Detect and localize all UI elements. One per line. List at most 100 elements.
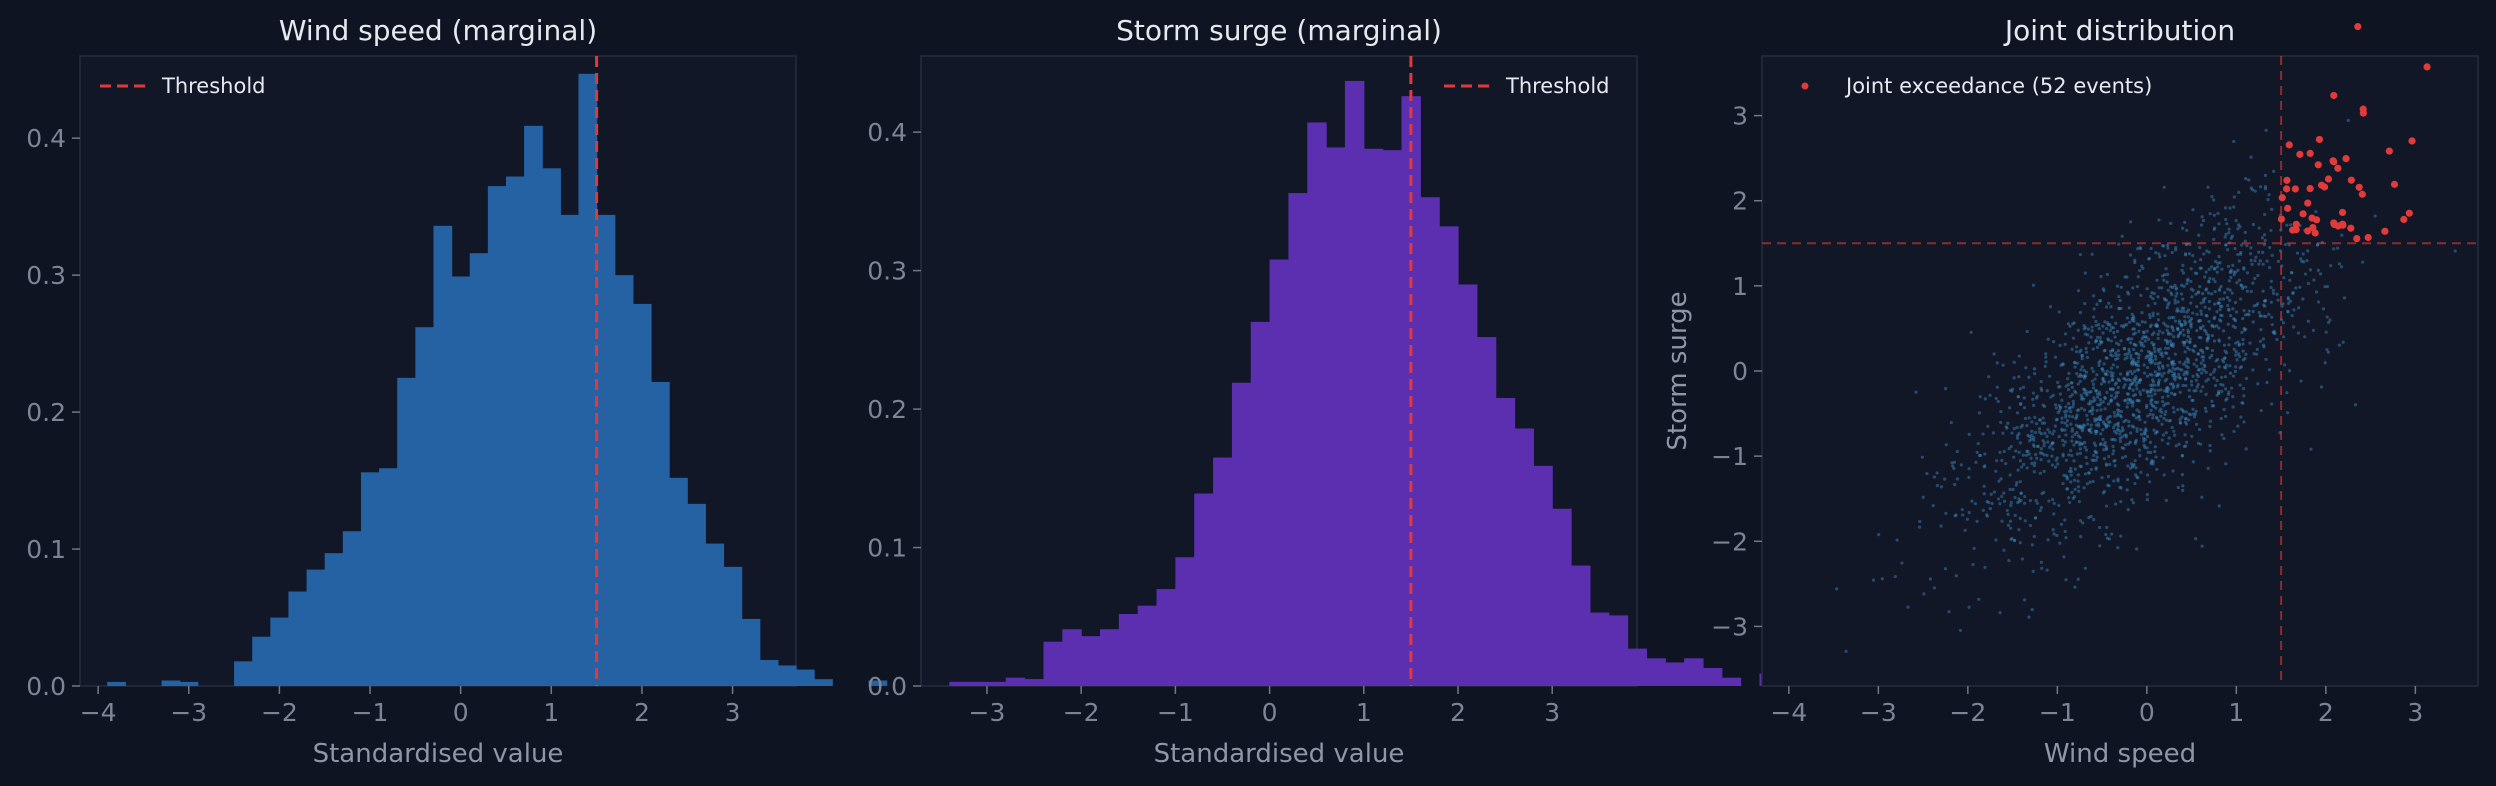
joint-scatter-point	[2050, 454, 2054, 458]
joint-scatter-point	[2156, 312, 2160, 316]
joint-scatter-point	[2106, 483, 2110, 487]
storm-surge-y-tick-label: 0.2	[867, 395, 907, 424]
joint-scatter-point	[2076, 577, 2080, 581]
joint-scatter-point	[2070, 385, 2074, 389]
joint-scatter-point	[1983, 397, 1987, 401]
joint-scatter-point	[2080, 353, 2085, 358]
joint-scatter-point	[2095, 302, 2099, 306]
joint-scatter-point	[2031, 569, 2035, 573]
joint-scatter-point	[2116, 356, 2120, 361]
joint-scatter-point	[2065, 477, 2069, 481]
joint-scatter-point	[2164, 418, 2169, 422]
joint-scatter-point	[2114, 341, 2119, 345]
wind-speed-bar	[560, 214, 580, 686]
wind-speed-y-tick-label: 0.2	[26, 398, 66, 427]
joint-scatter-point	[2111, 374, 2115, 378]
storm-surge-bar	[1288, 193, 1308, 687]
joint-scatter-point	[2010, 536, 2014, 541]
joint-scatter-point	[2163, 298, 2167, 302]
joint-scatter-point	[2048, 430, 2052, 434]
joint-scatter-point	[2075, 361, 2080, 365]
joint-scatter-point	[2109, 399, 2113, 404]
storm-surge-bar	[1231, 382, 1252, 686]
joint-scatter-point	[2163, 346, 2168, 350]
joint-scatter-point	[2040, 451, 2044, 455]
storm-surge-bar	[1326, 147, 1346, 686]
joint-scatter-point	[2138, 454, 2142, 458]
joint-scatter-point	[2325, 285, 2330, 289]
joint-scatter-point	[2057, 435, 2061, 439]
joint-scatter-point	[2072, 443, 2076, 447]
joint-scatter-point	[2019, 491, 2023, 495]
joint-scatter-point	[2140, 320, 2144, 324]
joint-scatter-point	[1978, 453, 1982, 458]
joint-exceedance-point	[2304, 199, 2312, 207]
joint-scatter-point	[2220, 313, 2224, 318]
joint-scatter-point	[2133, 331, 2137, 335]
joint-scatter-point	[2204, 329, 2208, 334]
joint-scatter-point	[1975, 519, 1979, 523]
joint-scatter-point	[2199, 301, 2203, 305]
joint-scatter-point	[1995, 361, 1999, 365]
joint-scatter-point	[2191, 412, 2196, 416]
joint-scatter-point	[2135, 322, 2139, 326]
joint-scatter-point	[2185, 339, 2189, 343]
joint-scatter-point	[2069, 381, 2073, 385]
joint-scatter-point	[2163, 338, 2167, 342]
joint-scatter-point	[2033, 371, 2037, 376]
wind-speed-x-tick-label: 0	[453, 698, 469, 727]
joint-scatter-point	[2148, 315, 2152, 320]
joint-scatter-point	[2314, 210, 2318, 214]
joint-scatter-point	[2145, 457, 2149, 461]
joint-scatter-point	[2194, 358, 2198, 362]
joint-scatter-point	[2074, 391, 2078, 395]
joint-distribution-panel: Joint distribution Wind speed Storm surg…	[1663, 14, 2479, 769]
joint-scatter-point	[2111, 347, 2115, 352]
joint-scatter-point	[2257, 262, 2261, 266]
joint-scatter-point	[2076, 382, 2080, 386]
joint-scatter-point	[2078, 435, 2082, 440]
joint-scatter-point	[2137, 329, 2141, 333]
joint-scatter-point	[2208, 355, 2212, 360]
joint-scatter-point	[1967, 467, 1971, 471]
joint-scatter-point	[2072, 360, 2077, 365]
joint-scatter-point	[2167, 316, 2171, 320]
joint-scatter-point	[2130, 424, 2134, 428]
joint-scatter-point	[2283, 363, 2287, 367]
joint-scatter-point	[2229, 236, 2233, 240]
joint-scatter-point	[2095, 335, 2100, 339]
joint-scatter-point	[2243, 356, 2247, 360]
joint-scatter-point	[2231, 405, 2235, 409]
joint-scatter-point	[2153, 301, 2157, 306]
joint-scatter-point	[1920, 455, 1925, 459]
joint-scatter-point	[2125, 316, 2129, 320]
joint-scatter-point	[2184, 321, 2188, 325]
joint-scatter-point	[2137, 379, 2141, 383]
joint-scatter-point	[2212, 213, 2216, 217]
joint-scatter-point	[2340, 233, 2344, 237]
joint-scatter-point	[2013, 513, 2017, 517]
joint-scatter-point	[2224, 243, 2228, 247]
joint-scatter-point	[2227, 343, 2231, 347]
joint-scatter-point	[2233, 319, 2238, 323]
joint-scatter-point	[2221, 383, 2225, 387]
joint-scatter-point	[2133, 260, 2137, 265]
joint-scatter-point	[2134, 416, 2138, 420]
joint-scatter-point	[2094, 458, 2098, 462]
joint-scatter-point	[2135, 387, 2139, 391]
wind-speed-y-tick-label: 0.3	[26, 261, 66, 290]
joint-scatter-point	[2041, 416, 2045, 420]
joint-scatter-point	[2135, 547, 2139, 551]
joint-scatter-point	[2182, 340, 2186, 345]
joint-scatter-point	[2035, 394, 2039, 398]
joint-scatter-point	[2195, 305, 2199, 309]
joint-scatter-point	[2122, 347, 2127, 351]
joint-scatter-point	[2119, 339, 2123, 343]
joint-scatter-point	[2104, 447, 2109, 452]
joint-scatter-point	[1974, 460, 1978, 464]
joint-scatter-point	[2210, 324, 2214, 328]
joint-scatter-point	[2169, 332, 2173, 336]
joint-scatter-point	[2063, 440, 2068, 444]
joint-scatter-point	[2083, 445, 2087, 449]
joint-scatter-point	[2127, 424, 2131, 428]
